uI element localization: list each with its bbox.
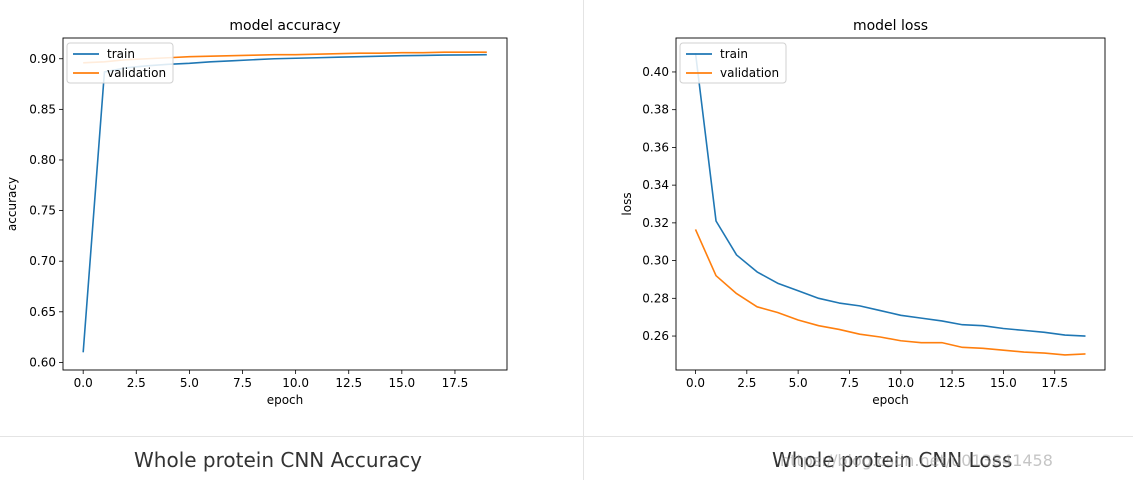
x-tick-label: 15.0: [990, 376, 1017, 390]
y-axis-label: loss: [620, 192, 634, 215]
x-tick-label: 2.5: [127, 376, 146, 390]
watermark: https://blog.csdn.net/u013841458: [780, 451, 1053, 470]
x-tick-label: 2.5: [737, 376, 756, 390]
x-tick-label: 0.0: [686, 376, 705, 390]
y-tick-label: 0.80: [29, 153, 56, 167]
loss-chart: model loss 0.0 2.5 5.0 7.5 10.0 12.5 15.0 17.5 0.…: [620, 18, 1106, 407]
y-axis-label: accuracy: [5, 177, 19, 231]
y-tick-label: 0.38: [642, 103, 669, 117]
x-tick-label: 10.0: [282, 376, 309, 390]
series-line-train: [694, 52, 1086, 337]
x-tick-label: 17.5: [1041, 376, 1068, 390]
y-tick-label: 0.34: [642, 178, 669, 192]
x-axis-label: epoch: [267, 393, 304, 407]
x-tick-label: 17.5: [442, 376, 469, 390]
y-tick-label: 0.90: [29, 52, 56, 66]
panel-divider: [583, 0, 584, 480]
legend-label-train: train: [107, 47, 135, 61]
caption-divider: [0, 436, 1133, 437]
series-group: [82, 51, 487, 353]
y-tick-label: 0.85: [29, 102, 56, 116]
x-tick-label: 7.5: [233, 376, 252, 390]
legend-label-validation: validation: [720, 66, 779, 80]
loss-panel: model loss 0.0 2.5 5.0 7.5 10.0 12.5 15.0 17.5 0.…: [584, 0, 1133, 480]
plot-frame: [675, 37, 1106, 371]
y-tick-label: 0.70: [29, 254, 56, 268]
y-tick-label: 0.36: [642, 140, 669, 154]
x-tick-label: 10.0: [887, 376, 914, 390]
series-line-train: [82, 53, 487, 353]
loss-caption: Whole protein CNN Loss: [772, 448, 1013, 472]
accuracy-caption: Whole protein CNN Accuracy: [134, 448, 422, 472]
x-tick-label: 12.5: [939, 376, 966, 390]
y-tick-label: 0.32: [642, 216, 669, 230]
x-tick-label: 15.0: [388, 376, 415, 390]
x-tick-label: 12.5: [335, 376, 362, 390]
chart-title: model accuracy: [229, 18, 340, 34]
series-line-validation: [694, 229, 1086, 356]
y-tick-label: 0.75: [29, 204, 56, 218]
y-tick-label: 0.60: [29, 355, 56, 369]
y-tick-label: 0.28: [642, 291, 669, 305]
y-tick-label: 0.40: [642, 65, 669, 79]
accuracy-panel: model accuracy 0.0 2.5 5.0 7.5 10.0 12.5 15.0 17…: [5, 18, 508, 472]
x-axis-label: epoch: [872, 393, 909, 407]
y-tick-label: 0.30: [642, 254, 669, 268]
chart-title: model loss: [853, 18, 928, 34]
accuracy-chart: model accuracy 0.0 2.5 5.0 7.5 10.0 12.5 15.0 17…: [5, 18, 508, 407]
x-tick-label: 5.0: [180, 376, 199, 390]
y-tick-label: 0.26: [642, 329, 669, 343]
y-tick-label: 0.65: [29, 305, 56, 319]
x-tick-label: 7.5: [840, 376, 859, 390]
series-group: [694, 52, 1086, 356]
legend-label-validation: validation: [107, 66, 166, 80]
plot-frame: [62, 37, 508, 371]
x-tick-label: 0.0: [74, 376, 93, 390]
legend-label-train: train: [720, 47, 748, 61]
x-tick-label: 5.0: [789, 376, 808, 390]
